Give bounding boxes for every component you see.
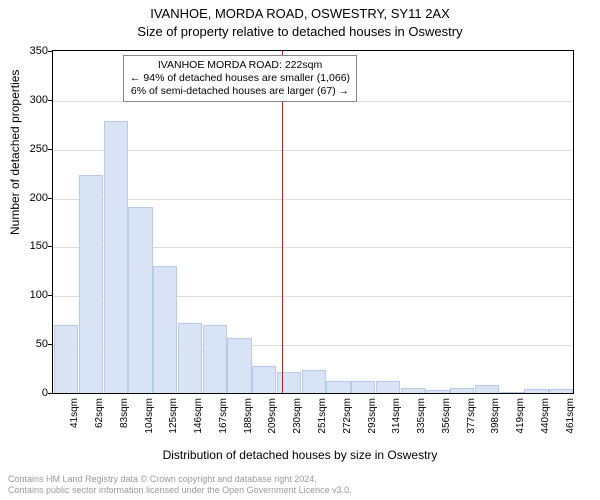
x-tick-label: 104sqm [144, 398, 155, 434]
y-tick-label: 200 [18, 192, 48, 204]
y-tick-label: 250 [18, 143, 48, 155]
x-tick-label: 314sqm [391, 398, 402, 434]
y-tick-label: 50 [18, 338, 48, 350]
x-tick-label: 335sqm [416, 398, 427, 434]
x-axis-label: Distribution of detached houses by size … [0, 448, 600, 462]
x-tick-label: 167sqm [218, 398, 229, 434]
y-tick-mark [48, 100, 52, 101]
histogram-bar [475, 385, 499, 393]
footer-attribution: Contains HM Land Registry data © Crown c… [8, 474, 352, 496]
gridline [53, 150, 573, 151]
x-tick-label: 209sqm [267, 398, 278, 434]
x-tick-label: 125sqm [168, 398, 179, 434]
x-tick-label: 377sqm [466, 398, 477, 434]
y-tick-mark [48, 149, 52, 150]
y-tick-label: 100 [18, 289, 48, 301]
histogram-bar [54, 325, 78, 393]
histogram-bar [203, 325, 227, 393]
histogram-bar [227, 338, 251, 393]
x-tick-label: 251sqm [317, 398, 328, 434]
footer-line-1: Contains HM Land Registry data © Crown c… [8, 474, 352, 485]
histogram-bar [326, 381, 350, 393]
x-tick-label: 293sqm [367, 398, 378, 434]
x-tick-label: 146sqm [193, 398, 204, 434]
histogram-bar [401, 388, 425, 393]
y-tick-mark [48, 51, 52, 52]
y-tick-mark [48, 198, 52, 199]
x-tick-label: 398sqm [490, 398, 501, 434]
histogram-bar [376, 381, 400, 393]
annotation-line-3: 6% of semi-detached houses are larger (6… [130, 85, 350, 98]
y-tick-label: 350 [18, 45, 48, 57]
y-tick-mark [48, 295, 52, 296]
x-tick-label: 419sqm [515, 398, 526, 434]
histogram-bar [302, 370, 326, 393]
histogram-bar [104, 121, 128, 393]
plot-area: IVANHOE MORDA ROAD: 222sqm← 94% of detac… [52, 50, 574, 394]
x-tick-label: 62sqm [94, 398, 105, 428]
y-tick-label: 0 [18, 387, 48, 399]
gridline [53, 199, 573, 200]
histogram-bar [549, 389, 573, 393]
x-tick-label: 41sqm [69, 398, 80, 428]
histogram-bar [351, 381, 375, 393]
histogram-bar [252, 366, 276, 393]
chart-title: IVANHOE, MORDA ROAD, OSWESTRY, SY11 2AX [0, 6, 600, 21]
y-tick-label: 150 [18, 240, 48, 252]
annotation-line-1: IVANHOE MORDA ROAD: 222sqm [130, 59, 350, 72]
y-tick-label: 300 [18, 94, 48, 106]
y-tick-mark [48, 246, 52, 247]
histogram-bar [450, 388, 474, 393]
x-tick-label: 83sqm [119, 398, 130, 428]
histogram-bar [277, 372, 301, 393]
histogram-bar [153, 266, 177, 393]
histogram-bar [79, 175, 103, 393]
x-tick-label: 356sqm [441, 398, 452, 434]
histogram-bar [524, 389, 548, 393]
histogram-bar [425, 390, 449, 393]
x-tick-label: 461sqm [565, 398, 576, 434]
histogram-bar [178, 323, 202, 393]
x-tick-label: 440sqm [540, 398, 551, 434]
annotation-box: IVANHOE MORDA ROAD: 222sqm← 94% of detac… [123, 55, 357, 102]
annotation-line-2: ← 94% of detached houses are smaller (1,… [130, 72, 350, 85]
chart-subtitle: Size of property relative to detached ho… [0, 24, 600, 39]
footer-line-2: Contains public sector information licen… [8, 485, 352, 496]
x-tick-label: 188sqm [243, 398, 254, 434]
y-tick-mark [48, 344, 52, 345]
x-tick-label: 272sqm [342, 398, 353, 434]
x-tick-label: 230sqm [292, 398, 303, 434]
histogram-bar [500, 392, 524, 393]
histogram-bar [128, 207, 152, 393]
y-tick-mark [48, 393, 52, 394]
